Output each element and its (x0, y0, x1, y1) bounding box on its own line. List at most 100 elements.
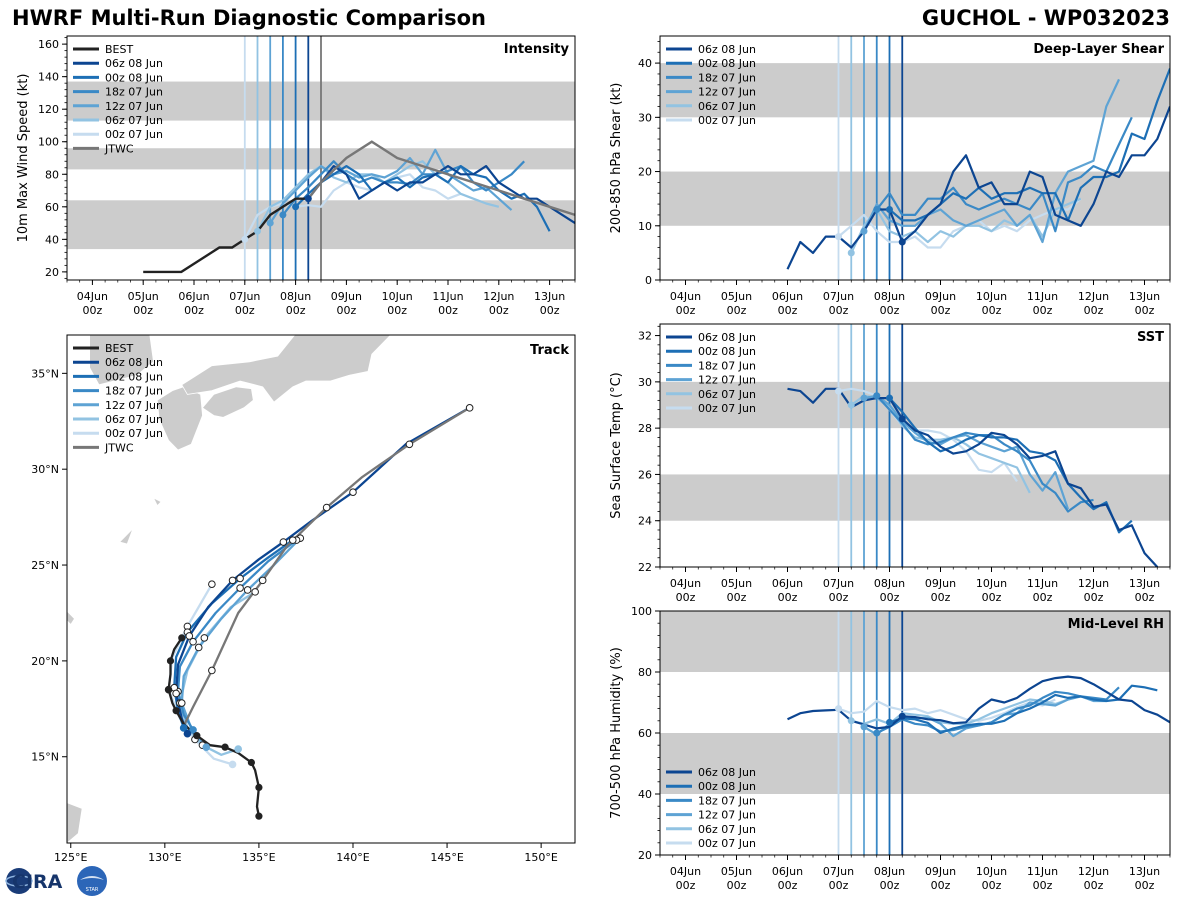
x-tick-label-date: 07Jun (229, 290, 260, 303)
legend-label: 06z 07 Jun (698, 823, 756, 836)
x-tick-label-date: 04Jun (670, 577, 701, 590)
y-tick-label: 26 (638, 468, 652, 481)
x-tick-label-hour: 00z (184, 304, 204, 317)
y-tick-label: 140 (38, 71, 59, 84)
x-tick-label-date: 10Jun (382, 290, 413, 303)
x-tick-label-hour: 00z (1135, 591, 1155, 604)
threshold-band (660, 611, 1170, 672)
x-tick-label-hour: 00z (931, 879, 951, 892)
legend-label: 06z 08 Jun (105, 57, 163, 70)
track-point (183, 729, 192, 738)
y-tick-label: 100 (38, 136, 59, 149)
threshold-band (660, 733, 1170, 794)
land-islet (67, 610, 76, 626)
y-tick-label: 120 (38, 103, 59, 116)
series-line (256, 160, 500, 232)
land-shikoku (201, 386, 254, 418)
x-tick-label-date: 07Jun (823, 865, 854, 878)
series-line (786, 106, 1170, 270)
threshold-band (660, 474, 1170, 521)
init-marker (886, 394, 893, 402)
series-line (269, 148, 513, 224)
x-tick-label-date: 08Jun (874, 290, 905, 303)
rh-chart: 2040608010004Jun00z05Jun00z06Jun00z07Jun… (609, 605, 1171, 892)
x-tick-label-date: 06Jun (772, 577, 803, 590)
land-amami (152, 496, 162, 507)
x-tick-label-date: 06Jun (772, 865, 803, 878)
x-tick-label-date: 05Jun (721, 577, 752, 590)
x-tick-label-hour: 00z (982, 304, 1002, 317)
legend-label: 12z 07 Jun (105, 100, 163, 113)
series-line (838, 698, 1056, 722)
x-tick-label-date: 09Jun (925, 577, 956, 590)
x-tick-label-date: 13Jun (534, 290, 565, 303)
x-tick-label-date: 07Jun (823, 577, 854, 590)
legend-label: 06z 08 Jun (698, 43, 756, 56)
legend-label: 12z 07 Jun (105, 399, 163, 412)
y-tick-label: 24 (638, 515, 652, 528)
x-tick-label-date: 12Jun (1078, 865, 1109, 878)
x-tick-label-hour: 00z (829, 304, 849, 317)
star-badge-text: STAR (86, 887, 99, 893)
init-marker (873, 206, 881, 214)
x-tick-label-hour: 00z (676, 879, 696, 892)
legend-label: 00z 07 Jun (105, 128, 163, 141)
y-tick-label: 160 (38, 38, 59, 51)
track-point (243, 586, 252, 594)
legend-label: 00z 07 Jun (698, 402, 756, 415)
jtwc-line (307, 140, 575, 217)
x-tick-label-date: 07Jun (823, 290, 854, 303)
legend-label: 00z 08 Jun (698, 345, 756, 358)
x-tick-label-hour: 00z (337, 304, 357, 317)
threshold-band (660, 381, 1170, 429)
track-point (177, 699, 186, 707)
lat-tick-label: 20°N (31, 655, 59, 668)
threshold-band (660, 63, 1170, 118)
track-point (172, 689, 180, 698)
x-tick-label-hour: 00z (489, 304, 509, 317)
land-philippines (67, 802, 83, 843)
x-tick-label-hour: 00z (982, 879, 1002, 892)
init-marker (886, 206, 893, 214)
x-tick-label-date: 12Jun (1078, 577, 1109, 590)
x-tick-label-date: 06Jun (772, 290, 803, 303)
y-tick-label: 30 (638, 111, 652, 124)
init-marker (860, 227, 868, 235)
best-track-point (178, 634, 186, 642)
x-tick-label-hour: 00z (778, 591, 798, 604)
legend-label: BEST (105, 342, 133, 355)
x-tick-label-hour: 00z (1084, 304, 1104, 317)
best-track-point (166, 657, 175, 665)
track-point (189, 726, 197, 734)
map-frame (66, 334, 576, 844)
x-tick-label-hour: 00z (540, 304, 560, 317)
init-marker (279, 211, 287, 219)
track-point (236, 584, 244, 592)
init-marker (847, 401, 855, 409)
legend-label: 06z 08 Jun (698, 331, 756, 344)
lon-tick-label: 130°E (148, 851, 181, 864)
x-tick-label-date: 05Jun (721, 290, 752, 303)
y-tick-label: 20 (45, 266, 59, 279)
init-marker (860, 394, 868, 402)
legend-label: 06z 07 Jun (698, 100, 756, 113)
y-tick-label: 40 (638, 57, 652, 70)
y-tick-label: 60 (45, 201, 59, 214)
x-tick-label-hour: 00z (438, 304, 458, 317)
jtwc-point (405, 440, 414, 449)
legend-label: 12z 07 Jun (698, 86, 756, 99)
x-tick-label-hour: 00z (1084, 591, 1104, 604)
lon-tick-label: 150°E (524, 851, 557, 864)
init-marker (873, 729, 881, 737)
lat-tick-label: 35°N (31, 367, 59, 380)
x-tick-label-hour: 00z (931, 591, 951, 604)
track-line (180, 537, 302, 748)
legend-label: JTWC (104, 441, 134, 454)
init-marker (835, 387, 842, 395)
x-tick-label-hour: 00z (1135, 879, 1155, 892)
track-point (251, 588, 259, 596)
legend-label: 06z 07 Jun (105, 413, 163, 426)
sst-chart: 22242628303204Jun00z05Jun00z06Jun00z07Ju… (609, 323, 1171, 604)
legend-label: 00z 08 Jun (105, 71, 163, 84)
